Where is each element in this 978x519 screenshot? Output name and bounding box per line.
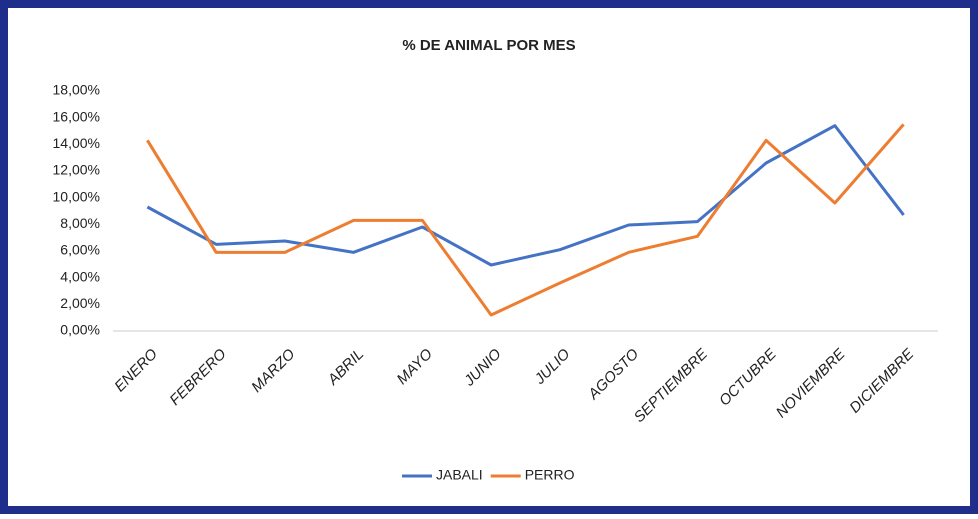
y-tick-label: 8,00% (60, 215, 100, 231)
y-tick-label: 2,00% (60, 295, 100, 311)
series-line (146, 124, 905, 267)
legend-label: JABALI (436, 467, 483, 483)
y-tick-label: 12,00% (53, 162, 100, 178)
chart-title: % DE ANIMAL POR MES (402, 37, 575, 54)
series-line (146, 123, 905, 317)
legend-label: PERRO (525, 467, 575, 483)
y-tick-label: 0,00% (60, 322, 100, 338)
y-tick-label: 18,00% (53, 82, 100, 98)
y-tick-label: 10,00% (53, 188, 100, 204)
y-tick-label: 14,00% (53, 135, 100, 151)
y-tick-label: 4,00% (60, 268, 100, 284)
y-tick-label: 6,00% (60, 242, 100, 258)
y-tick-label: 16,00% (53, 108, 100, 124)
